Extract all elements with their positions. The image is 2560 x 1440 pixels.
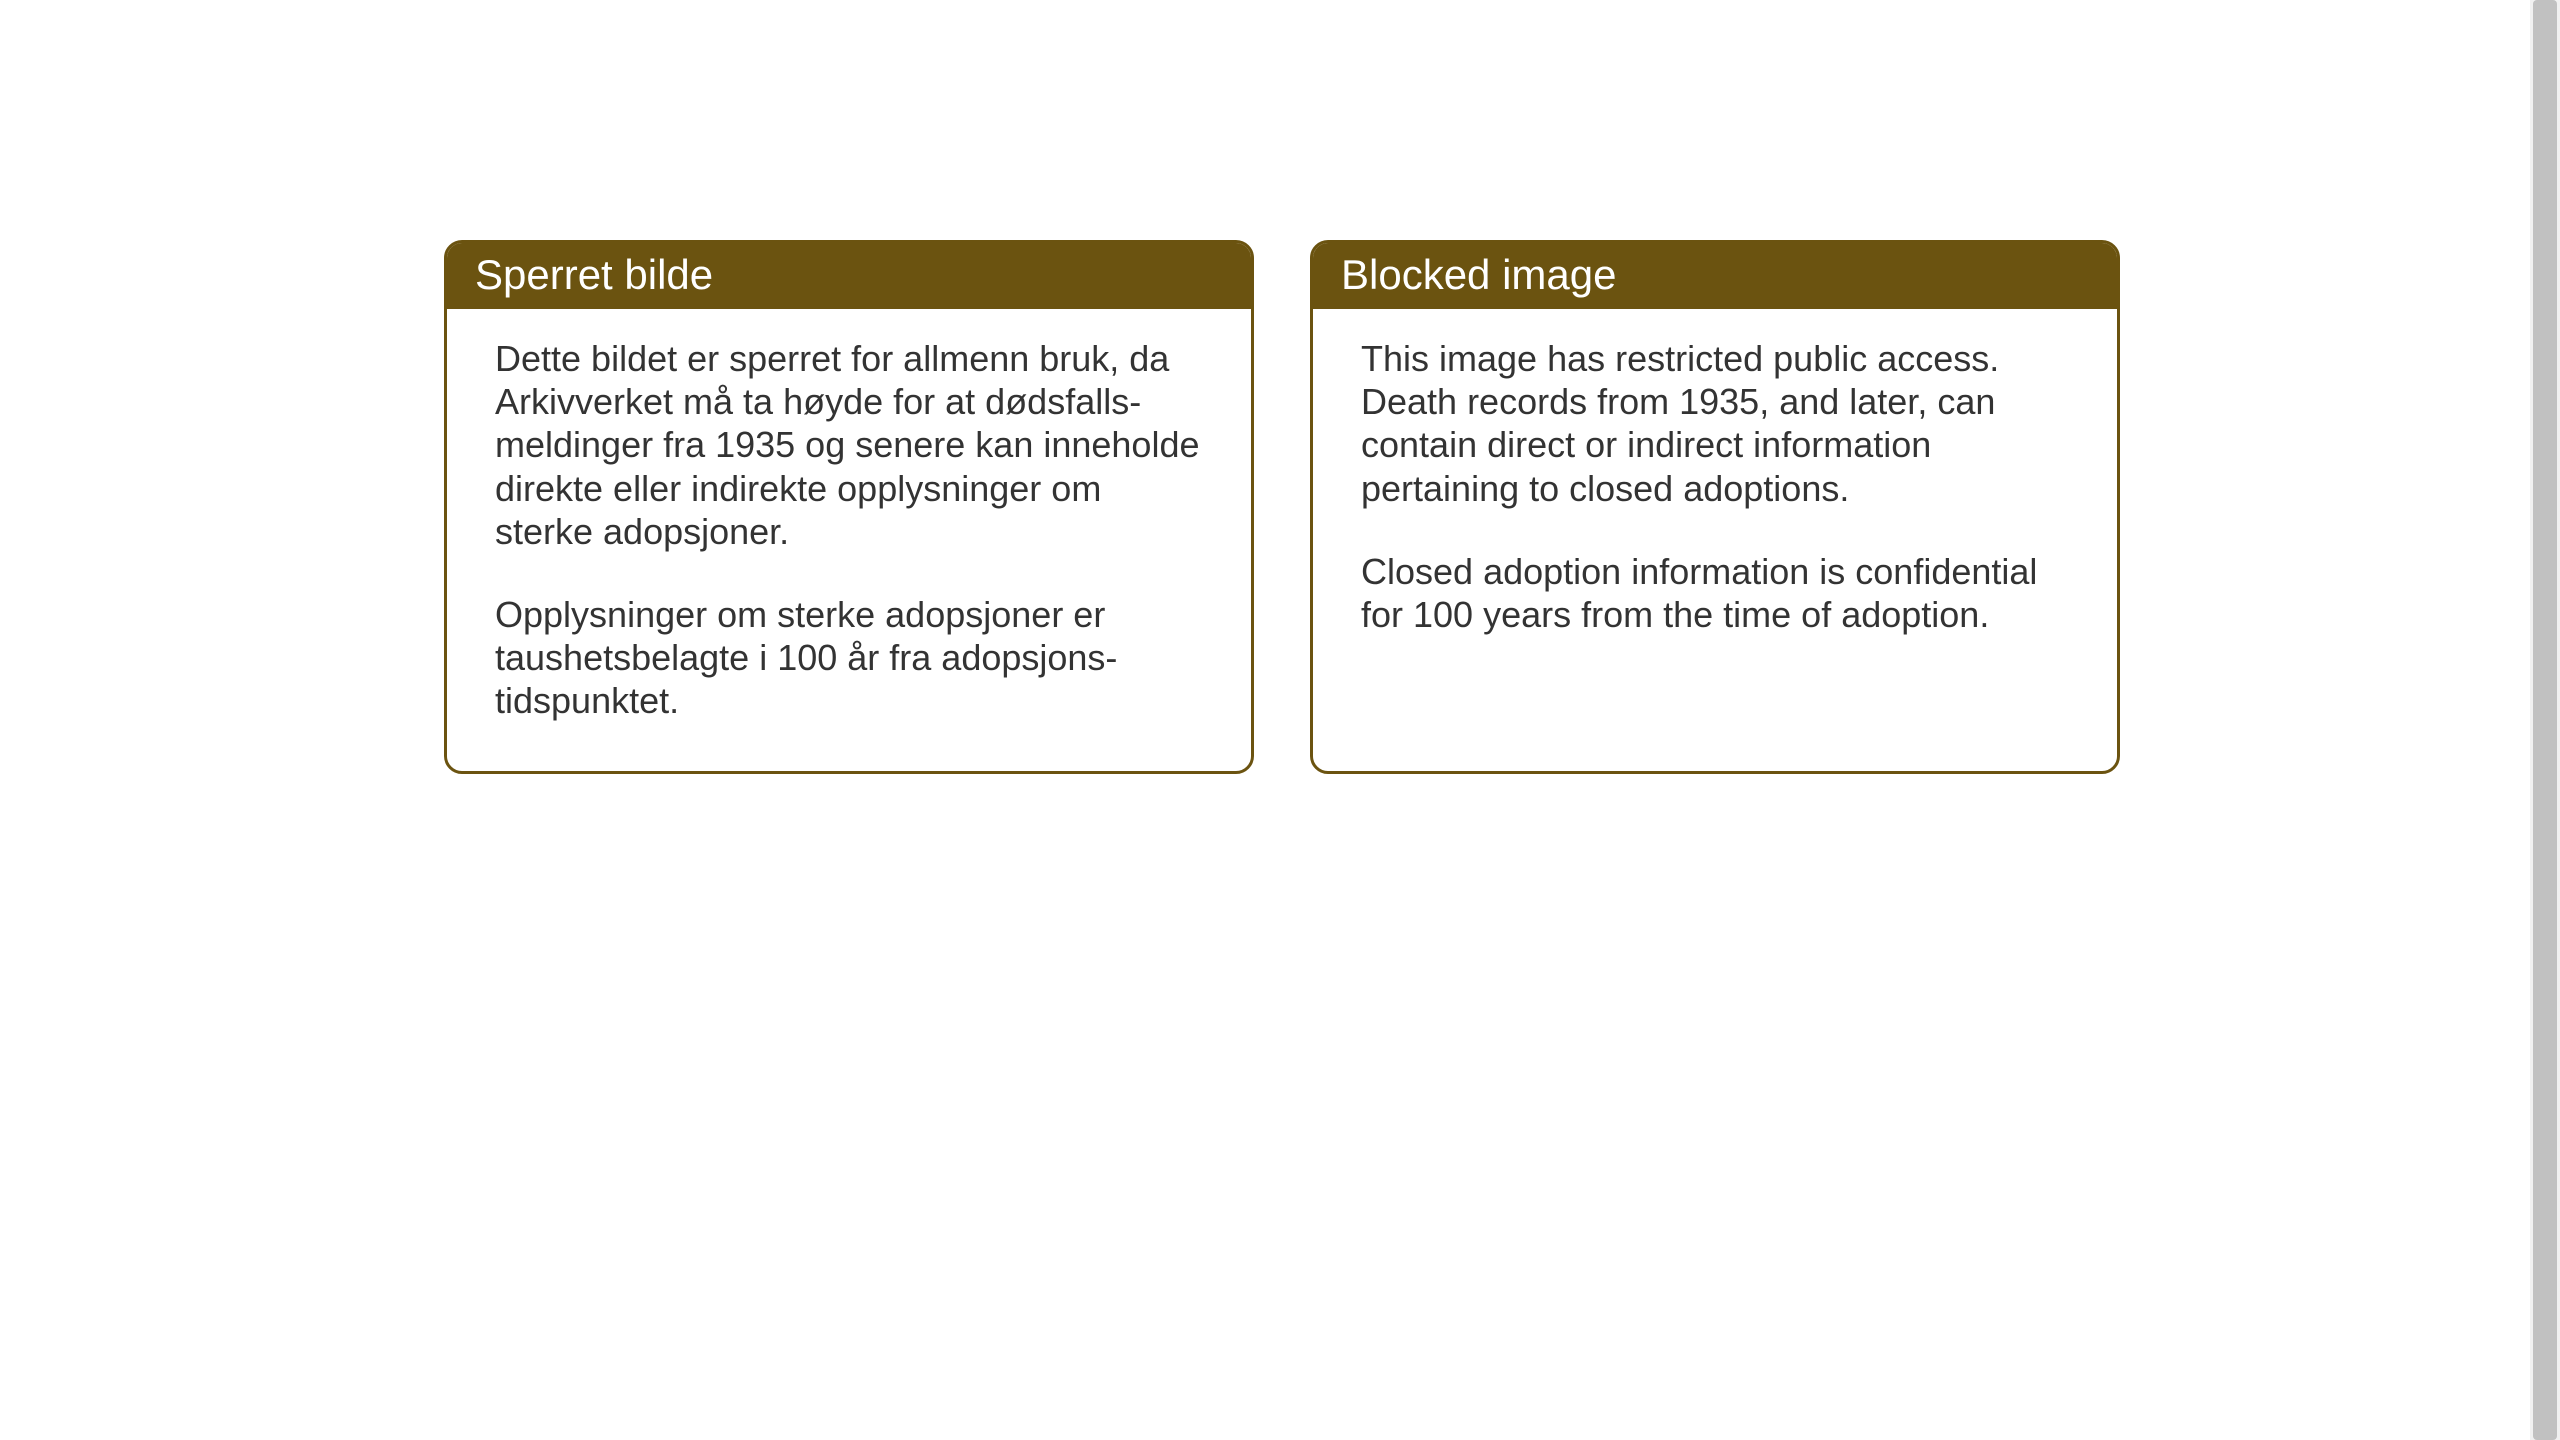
notice-card-english: Blocked image This image has restricted … (1310, 240, 2120, 774)
notice-title-english: Blocked image (1341, 251, 1616, 298)
notice-card-norwegian: Sperret bilde Dette bildet er sperret fo… (444, 240, 1254, 774)
notice-body-english: This image has restricted public access.… (1313, 309, 2117, 684)
notice-title-norwegian: Sperret bilde (475, 251, 713, 298)
notice-paragraph2-english: Closed adoption information is confident… (1361, 550, 2069, 636)
notice-header-english: Blocked image (1313, 243, 2117, 309)
scrollbar-track[interactable] (2530, 0, 2560, 1440)
notice-container: Sperret bilde Dette bildet er sperret fo… (444, 240, 2120, 774)
notice-paragraph2-norwegian: Opplysninger om sterke adopsjoner er tau… (495, 593, 1203, 723)
scrollbar-thumb[interactable] (2533, 0, 2557, 1440)
notice-body-norwegian: Dette bildet er sperret for allmenn bruk… (447, 309, 1251, 771)
notice-paragraph1-english: This image has restricted public access.… (1361, 337, 2069, 510)
notice-header-norwegian: Sperret bilde (447, 243, 1251, 309)
notice-paragraph1-norwegian: Dette bildet er sperret for allmenn bruk… (495, 337, 1203, 553)
